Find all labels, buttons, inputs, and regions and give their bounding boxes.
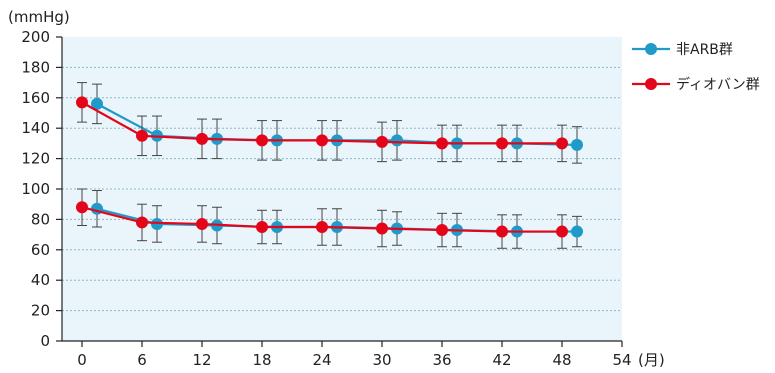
legend-marker-0: [645, 43, 657, 55]
x-tick-label-12: 12: [192, 351, 211, 369]
series-1-point-0-4: [316, 134, 328, 147]
series-1-point-0-2: [196, 132, 208, 145]
x-tick-label-42: 42: [492, 351, 511, 369]
series-1-point-0-8: [556, 137, 568, 150]
series-1-point-1-7: [496, 225, 508, 238]
x-tick-label-48: 48: [552, 351, 571, 369]
series-0-point-1-1: [151, 217, 163, 230]
x-tick-label-24: 24: [312, 351, 331, 369]
x-tick-label-30: 30: [372, 351, 391, 369]
series-0-point-0-0: [91, 97, 103, 110]
legend-label-1: ディオバン群: [676, 76, 760, 93]
x-tick-label-18: 18: [252, 351, 271, 369]
series-1-point-1-6: [436, 224, 448, 237]
y-tick-label-160: 160: [21, 89, 50, 107]
series-1-point-1-0: [76, 201, 88, 214]
series-layer: [76, 82, 583, 249]
series-1-point-0-3: [256, 134, 268, 147]
y-tick-label-0: 0: [40, 332, 50, 350]
series-1-point-0-5: [376, 135, 388, 148]
y-tick-label-140: 140: [21, 119, 50, 137]
x-axis-unit-label: (月): [638, 351, 665, 369]
legend-label-0: 非ARB群: [676, 42, 733, 58]
series-1-point-0-1: [136, 129, 148, 142]
x-tick-label-0: 0: [77, 351, 87, 369]
series-1-point-1-2: [196, 217, 208, 230]
y-axis-unit-label: (mmHg): [8, 8, 70, 26]
y-tick-label-180: 180: [21, 58, 50, 76]
y-tick-label-80: 80: [31, 210, 50, 228]
series-0-point-0-5: [391, 134, 403, 147]
x-tick-label-36: 36: [432, 351, 451, 369]
series-1-point-1-4: [316, 221, 328, 233]
x-tick-label-6: 6: [137, 351, 147, 369]
series-1-point-0-7: [496, 137, 508, 150]
series-1-point-0-0: [76, 96, 88, 109]
y-tick-label-100: 100: [21, 180, 50, 198]
series-1-point-1-5: [376, 222, 388, 235]
series-1-point-0-6: [436, 137, 448, 150]
series-0-point-0-8: [571, 138, 583, 151]
x-tick-label-54: 54: [612, 351, 631, 369]
y-tick-label-200: 200: [21, 28, 50, 46]
y-tick-label-40: 40: [31, 271, 50, 289]
series-1-point-1-8: [556, 225, 568, 238]
legend-marker-1: [645, 78, 657, 90]
y-tick-label-120: 120: [21, 150, 50, 168]
series-1-point-1-3: [256, 221, 268, 233]
series-1-point-1-1: [136, 216, 148, 229]
axes: 0 20 40 60 80 100 120 140 160 180 200 0 6 12 18 24 30 36 4…: [21, 28, 631, 369]
y-tick-label-20: 20: [31, 302, 50, 320]
y-tick-label-60: 60: [31, 241, 50, 259]
series-0-point-1-8: [571, 225, 583, 238]
